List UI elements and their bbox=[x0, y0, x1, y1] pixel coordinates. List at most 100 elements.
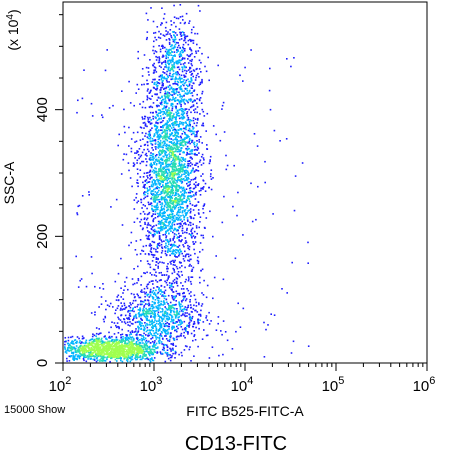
event-dot bbox=[181, 225, 184, 227]
event-dot bbox=[171, 325, 174, 328]
event-dot bbox=[197, 165, 199, 168]
event-dot bbox=[173, 339, 175, 341]
event-dot bbox=[159, 142, 162, 145]
event-dot bbox=[167, 331, 169, 334]
event-dot bbox=[181, 68, 184, 71]
event-dot bbox=[130, 333, 133, 335]
event-dot bbox=[132, 339, 135, 342]
event-dot bbox=[172, 202, 174, 204]
event-dot bbox=[167, 339, 169, 342]
event-dot bbox=[170, 288, 172, 291]
event-dot bbox=[166, 314, 168, 316]
event-dot bbox=[125, 342, 127, 345]
event-dot bbox=[182, 124, 184, 126]
event-dot bbox=[180, 31, 182, 34]
event-dot bbox=[161, 126, 164, 128]
event-dot bbox=[153, 193, 155, 196]
event-dot bbox=[171, 64, 173, 66]
event-dot bbox=[177, 210, 180, 213]
event-dot bbox=[182, 114, 184, 117]
event-dot bbox=[190, 320, 193, 322]
event-dot bbox=[179, 319, 182, 321]
event-dot bbox=[163, 87, 166, 90]
event-dot bbox=[172, 231, 174, 234]
event-dot bbox=[210, 178, 213, 180]
event-dot bbox=[187, 289, 190, 292]
event-dot bbox=[159, 135, 162, 137]
event-dot bbox=[189, 301, 191, 303]
event-dot bbox=[75, 351, 78, 354]
event-dot bbox=[158, 117, 160, 120]
event-dot bbox=[161, 96, 163, 99]
event-dot bbox=[174, 144, 177, 147]
event-dot bbox=[101, 354, 103, 356]
event-dot bbox=[194, 111, 196, 114]
event-dot bbox=[178, 209, 180, 211]
event-dot bbox=[155, 55, 157, 58]
event-dot bbox=[172, 295, 174, 298]
event-dot bbox=[168, 323, 171, 326]
event-dot bbox=[148, 134, 150, 136]
event-dot bbox=[207, 56, 209, 59]
event-dot bbox=[146, 357, 149, 360]
event-dot bbox=[154, 344, 157, 346]
event-dot bbox=[171, 179, 173, 181]
event-dot bbox=[193, 335, 195, 338]
event-dot bbox=[182, 110, 185, 113]
event-dot bbox=[147, 351, 149, 353]
event-dot bbox=[108, 305, 111, 308]
event-dot bbox=[190, 78, 192, 80]
event-dot bbox=[167, 216, 170, 218]
event-dot bbox=[155, 174, 158, 177]
event-dot bbox=[158, 59, 161, 62]
event-dot bbox=[183, 349, 186, 351]
event-dot bbox=[201, 81, 203, 84]
event-dot bbox=[176, 256, 179, 258]
event-dot bbox=[153, 274, 156, 276]
event-dot bbox=[157, 143, 159, 146]
event-dot bbox=[148, 238, 151, 241]
event-dot bbox=[78, 357, 81, 360]
event-dot bbox=[145, 164, 148, 167]
event-dot bbox=[153, 134, 156, 137]
event-dot bbox=[157, 206, 159, 208]
event-dot bbox=[199, 97, 202, 99]
event-dot bbox=[197, 147, 200, 150]
event-dot bbox=[176, 80, 179, 83]
event-dot bbox=[156, 186, 159, 189]
event-dot bbox=[165, 33, 168, 36]
event-dot bbox=[187, 129, 190, 132]
event-dot bbox=[171, 44, 173, 47]
event-dot bbox=[138, 343, 141, 345]
event-dot bbox=[171, 316, 173, 318]
event-dot bbox=[166, 70, 168, 73]
event-dot bbox=[170, 165, 173, 168]
event-dot bbox=[77, 354, 79, 357]
event-dot bbox=[184, 237, 187, 239]
event-dot bbox=[173, 72, 175, 75]
event-dot bbox=[178, 316, 180, 318]
event-dot bbox=[158, 288, 160, 291]
event-dot bbox=[141, 303, 143, 306]
event-dot bbox=[112, 345, 114, 348]
event-dot bbox=[172, 170, 175, 173]
event-dot bbox=[180, 38, 183, 40]
event-dot bbox=[184, 141, 187, 143]
event-dot bbox=[158, 118, 160, 121]
event-dot bbox=[173, 249, 176, 252]
event-dot bbox=[151, 326, 153, 329]
event-dot bbox=[195, 305, 198, 307]
event-dot bbox=[148, 231, 150, 234]
event-dot bbox=[220, 330, 222, 332]
event-dot bbox=[173, 313, 176, 316]
event-dot bbox=[183, 222, 185, 225]
event-dot bbox=[165, 161, 167, 163]
event-dot bbox=[137, 331, 139, 333]
event-dot bbox=[144, 312, 146, 315]
event-dot bbox=[188, 187, 191, 190]
event-dot bbox=[175, 233, 178, 236]
event-dot bbox=[178, 303, 181, 305]
event-dot bbox=[148, 346, 150, 349]
event-dot bbox=[170, 306, 173, 308]
event-dot bbox=[156, 154, 158, 156]
